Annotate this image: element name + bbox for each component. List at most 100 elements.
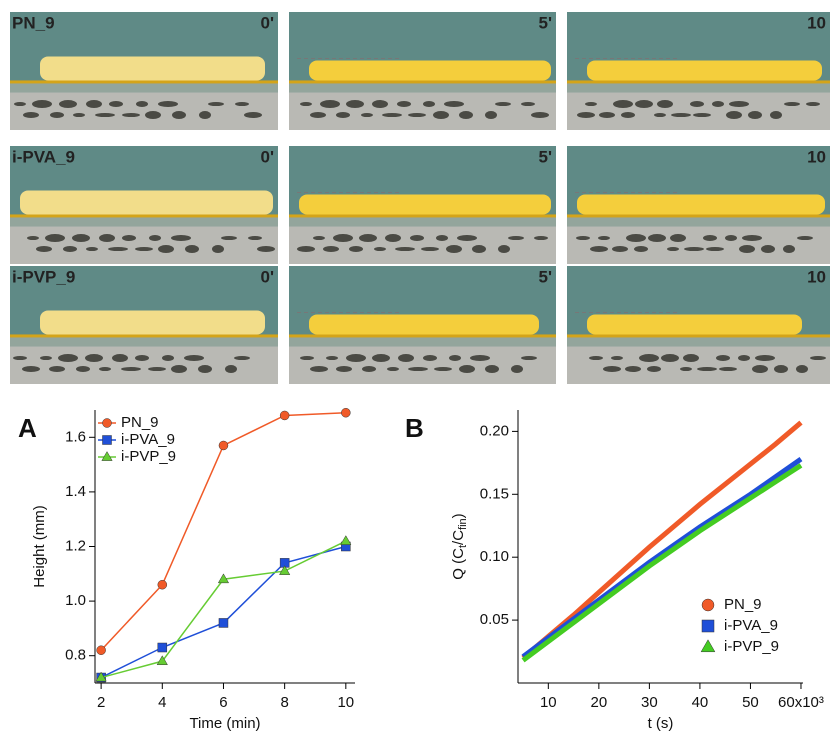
stone-speck bbox=[671, 113, 691, 117]
legend-marker bbox=[103, 419, 112, 428]
stone-speck bbox=[122, 113, 140, 117]
stone-speck bbox=[85, 354, 103, 362]
stone-speck bbox=[739, 245, 755, 253]
legend-marker bbox=[103, 436, 112, 445]
stone-speck bbox=[531, 112, 549, 118]
stone-speck bbox=[729, 101, 749, 107]
substrate bbox=[567, 337, 830, 346]
stone-speck bbox=[349, 246, 363, 252]
stone-speck bbox=[459, 365, 475, 373]
stone-speck bbox=[761, 245, 775, 253]
stone-speck bbox=[421, 247, 439, 251]
stone-speck bbox=[626, 234, 646, 242]
photo-stone bbox=[289, 226, 556, 264]
stone-speck bbox=[680, 367, 692, 371]
marker bbox=[341, 536, 351, 545]
stone-speck bbox=[446, 245, 462, 253]
plate bbox=[10, 80, 278, 83]
stone-speck bbox=[654, 113, 666, 117]
row-label: i-PVP_9 bbox=[12, 267, 75, 286]
substrate bbox=[10, 83, 278, 92]
stone-speck bbox=[796, 365, 808, 373]
stone-speck bbox=[719, 367, 737, 371]
stone-speck bbox=[589, 356, 603, 360]
stone-speck bbox=[362, 366, 376, 372]
stone-speck bbox=[212, 245, 224, 253]
stone-speck bbox=[657, 100, 673, 108]
marker bbox=[158, 643, 167, 652]
stone-speck bbox=[257, 246, 275, 252]
x-axis-label: Time (min) bbox=[189, 715, 260, 732]
stone-speck bbox=[706, 247, 724, 251]
photo: PN_90' bbox=[10, 12, 278, 130]
x-tick-label: 20 bbox=[591, 694, 608, 711]
stone-speck bbox=[14, 102, 26, 106]
photo-stone bbox=[567, 92, 830, 130]
stone-speck bbox=[712, 101, 724, 107]
stone-speck bbox=[336, 366, 352, 372]
stone-speck bbox=[742, 235, 762, 241]
gel bbox=[587, 314, 802, 334]
x-tick-label: 10 bbox=[337, 694, 354, 711]
y-label-part: Q (C bbox=[450, 548, 467, 580]
stone-speck bbox=[99, 234, 115, 242]
stone-speck bbox=[135, 247, 153, 251]
stone-speck bbox=[112, 354, 128, 362]
y-tick-label: 1.2 bbox=[65, 537, 86, 554]
y-tick-label: 1.0 bbox=[65, 592, 86, 609]
legend-label: i-PVP_9 bbox=[121, 448, 176, 465]
marker bbox=[97, 646, 106, 655]
stone-speck bbox=[449, 355, 461, 361]
stone-speck bbox=[661, 354, 679, 362]
stone-speck bbox=[333, 234, 353, 242]
stone-speck bbox=[472, 245, 486, 253]
time-label: 5' bbox=[539, 267, 553, 286]
stone-speck bbox=[684, 247, 704, 251]
x-tick-label: 10 bbox=[540, 694, 557, 711]
gel bbox=[587, 60, 822, 80]
stone-speck bbox=[511, 365, 523, 373]
stone-speck bbox=[397, 101, 411, 107]
stone-speck bbox=[625, 366, 641, 372]
stone-speck bbox=[470, 355, 490, 361]
figure: PN_90'5'10i-PVA_90'5'10i-PVP_90'5'10A0.8… bbox=[0, 0, 830, 751]
x-tick-label: 30 bbox=[641, 694, 658, 711]
stone-speck bbox=[770, 111, 782, 119]
time-label: 10 bbox=[807, 13, 826, 32]
stone-speck bbox=[508, 236, 524, 240]
photo-stone bbox=[567, 226, 830, 264]
row-label: PN_9 bbox=[12, 13, 55, 32]
stone-speck bbox=[382, 113, 402, 117]
x-tick-label: 60x10³ bbox=[778, 694, 824, 711]
stone-speck bbox=[598, 236, 610, 240]
stone-speck bbox=[534, 236, 548, 240]
stone-speck bbox=[13, 356, 27, 360]
stone-speck bbox=[171, 235, 191, 241]
substrate bbox=[289, 83, 556, 92]
stone-speck bbox=[372, 354, 390, 362]
stone-speck bbox=[613, 100, 633, 108]
legend-marker bbox=[702, 599, 714, 611]
stone-speck bbox=[122, 235, 136, 241]
stone-speck bbox=[716, 355, 730, 361]
stone-speck bbox=[621, 112, 635, 118]
stone-speck bbox=[752, 365, 768, 373]
x-tick-label: 40 bbox=[692, 694, 709, 711]
stone-speck bbox=[136, 101, 148, 107]
plate bbox=[289, 214, 556, 217]
photo: i-PVP_90' bbox=[10, 266, 278, 384]
stone-speck bbox=[434, 367, 452, 371]
row-label: i-PVA_9 bbox=[12, 147, 75, 166]
legend-marker bbox=[702, 620, 714, 632]
stone-speck bbox=[635, 100, 653, 108]
x-tick-label: 2 bbox=[97, 694, 105, 711]
photo: 10 bbox=[567, 146, 830, 264]
stone-speck bbox=[599, 112, 615, 118]
stone-speck bbox=[235, 102, 249, 106]
plate bbox=[289, 80, 556, 83]
plate bbox=[10, 214, 278, 217]
stone-speck bbox=[748, 111, 762, 119]
stone-speck bbox=[359, 234, 377, 242]
stone-speck bbox=[797, 236, 813, 240]
stone-speck bbox=[806, 102, 820, 106]
